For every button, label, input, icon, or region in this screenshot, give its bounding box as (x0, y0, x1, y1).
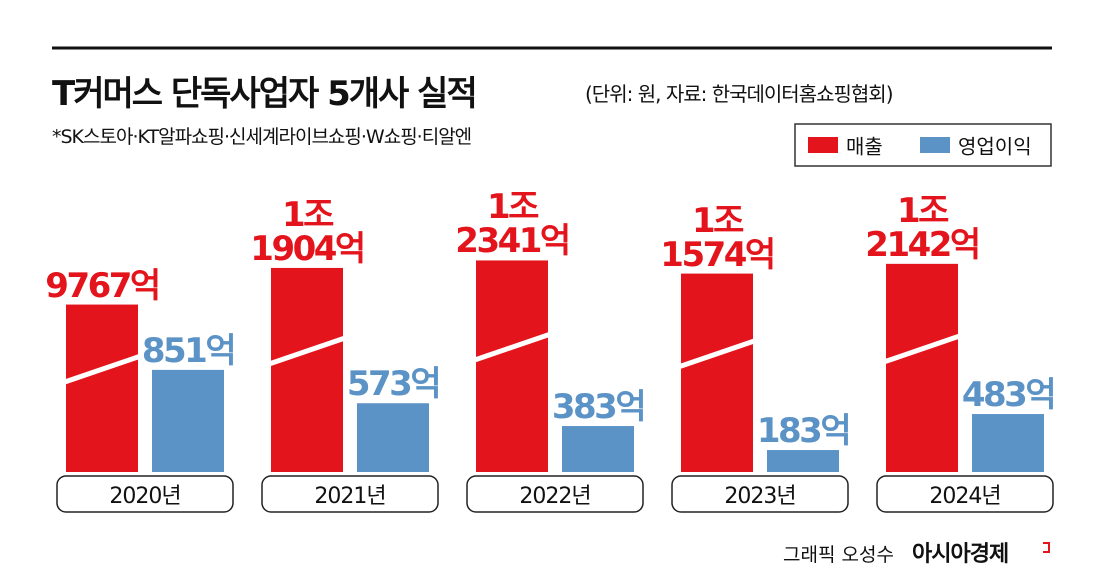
break-mark (678, 338, 756, 370)
category-box (56, 475, 234, 513)
bar (476, 260, 548, 472)
legend-label: 영업이익 (958, 134, 1032, 159)
bar (562, 426, 634, 472)
break-mark (268, 335, 346, 367)
value-label: 183억 (756, 411, 852, 452)
bar (271, 267, 343, 472)
credit: 그래픽 오성수 (783, 544, 894, 566)
value-label: 573억 (346, 364, 442, 405)
value-label: 1조 2142억 (865, 190, 981, 265)
bar (972, 414, 1044, 472)
break-mark (473, 331, 551, 363)
value-label: 483억 (961, 375, 1057, 416)
brand-logo (1043, 542, 1050, 553)
bar (886, 263, 958, 472)
legend-label: 매출 (846, 134, 883, 159)
value-label: 383억 (551, 387, 647, 428)
x-tick-label: 2023년 (724, 484, 796, 509)
value-label: 1조 1904억 (250, 194, 366, 269)
bar (357, 403, 429, 472)
category-box (261, 475, 439, 513)
value-label: 851억 (141, 330, 237, 371)
brand: 아시아경제 (912, 542, 1009, 567)
chart-title: T커머스 단독사업자 5개사 실적 (52, 74, 478, 114)
x-tick-label: 2020년 (109, 484, 181, 509)
chart-subtitle: (단위: 원, 자료: 한국데이터홈쇼핑협회) (585, 82, 894, 106)
value-label: 1조 2341억 (455, 187, 571, 262)
break-mark (883, 333, 961, 365)
bar (152, 369, 224, 472)
chart-note: *SK스토아·KT알파쇼핑·신세계라이브쇼핑·W쇼핑·티알엔 (52, 126, 472, 148)
x-tick-label: 2024년 (929, 484, 1001, 509)
category-box (876, 475, 1054, 513)
legend-swatch (808, 137, 838, 153)
category-box (466, 475, 644, 513)
bar (681, 273, 753, 472)
break-mark (63, 353, 141, 385)
value-label: 9767억 (45, 265, 161, 306)
bar (767, 450, 839, 472)
value-label: 1조 1574억 (660, 200, 776, 275)
bar (66, 304, 138, 472)
x-tick-label: 2021년 (314, 484, 386, 509)
category-box (671, 475, 849, 513)
legend-swatch (920, 137, 950, 153)
x-tick-label: 2022년 (519, 484, 591, 509)
